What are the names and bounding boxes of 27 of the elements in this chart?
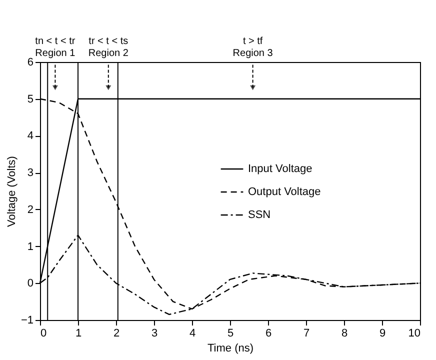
x-tick-label: 7	[303, 328, 310, 340]
x-tick-label: 2	[113, 328, 120, 340]
y-tick-label: 5	[27, 93, 34, 106]
y-tick-label: 3	[27, 167, 34, 180]
x-tick-label: 9	[379, 328, 386, 340]
y-tick-label: 2	[27, 204, 34, 216]
y-tick-label: 6	[27, 56, 34, 68]
y-tick-label: 4	[27, 130, 34, 142]
x-tick-label: 1	[75, 328, 82, 340]
y-tick-label: 1	[27, 240, 34, 253]
y-axis-title: Voltage (Volts)	[6, 156, 18, 227]
x-tick-label: 3	[151, 328, 158, 340]
x-tick-label: 10	[408, 328, 420, 340]
x-tick-label: 8	[341, 328, 348, 340]
annotation: tr < t < ts Region 2	[88, 36, 129, 59]
y-tick-label: −1	[20, 314, 34, 326]
x-axis-title: Time (ns)	[207, 342, 254, 354]
annotation: tn < t < tr Region 1	[35, 36, 76, 59]
x-tick-label: 6	[265, 328, 272, 340]
x-tick-label: 0	[40, 328, 47, 340]
x-tick-label: 5	[227, 328, 234, 340]
legend-label: Output Voltage	[248, 186, 321, 198]
legend-label: Input Voltage	[248, 163, 312, 175]
x-tick-label: 4	[189, 328, 196, 340]
annotation: t > tf Region 3	[232, 36, 274, 59]
legend-label: SSN	[248, 209, 271, 221]
y-tick-label: 0	[27, 278, 34, 290]
